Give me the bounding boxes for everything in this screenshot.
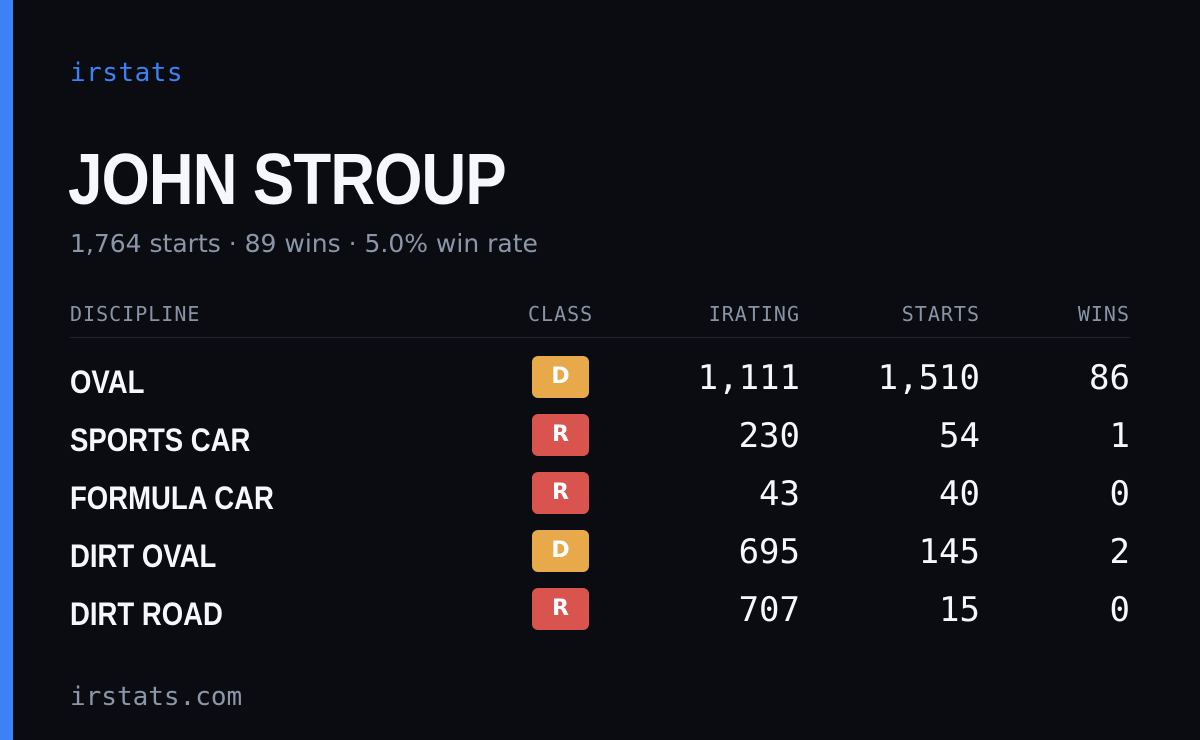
irating-value: 1,111 xyxy=(697,358,800,398)
discipline-label: DIRT ROAD xyxy=(70,596,223,632)
driver-summary: 1,764 starts · 89 wins · 5.0% win rate xyxy=(70,229,538,258)
irating-value: 707 xyxy=(738,590,800,630)
starts-value: 15 xyxy=(939,590,980,630)
irating-value: 230 xyxy=(738,416,800,456)
discipline-label: OVAL xyxy=(70,364,145,400)
table-row: OVAL D 1,111 1,510 86 xyxy=(70,354,1130,412)
starts-value: 40 xyxy=(939,474,980,514)
discipline-label: FORMULA CAR xyxy=(70,480,274,516)
header-starts: STARTS xyxy=(901,302,980,326)
irating-value: 695 xyxy=(738,532,800,572)
wins-value: 0 xyxy=(1109,474,1130,514)
table-header: DISCIPLINE CLASS IRATING STARTS WINS xyxy=(70,300,1130,338)
class-badge: D xyxy=(532,356,589,398)
starts-value: 1,510 xyxy=(877,358,980,398)
footer-url: irstats.com xyxy=(70,682,243,712)
accent-bar xyxy=(0,0,13,740)
header-wins: WINS xyxy=(1077,302,1130,326)
header-irating: IRATING xyxy=(708,302,800,326)
class-badge: R xyxy=(532,588,589,630)
class-badge: R xyxy=(532,414,589,456)
starts-value: 145 xyxy=(918,532,980,572)
irating-value: 43 xyxy=(759,474,800,514)
wins-value: 0 xyxy=(1109,590,1130,630)
class-badge: R xyxy=(532,472,589,514)
header-class: CLASS xyxy=(528,302,594,326)
discipline-label: DIRT OVAL xyxy=(70,538,217,574)
table-row: DIRT ROAD R 707 15 0 xyxy=(70,586,1130,644)
stats-table: DISCIPLINE CLASS IRATING STARTS WINS OVA… xyxy=(70,300,1130,644)
table-body: OVAL D 1,111 1,510 86 SPORTS CAR R 230 5… xyxy=(70,338,1130,644)
driver-name: JOHN STROUP xyxy=(68,140,507,220)
table-row: FORMULA CAR R 43 40 0 xyxy=(70,470,1130,528)
wins-value: 1 xyxy=(1109,416,1130,456)
starts-value: 54 xyxy=(939,416,980,456)
table-row: SPORTS CAR R 230 54 1 xyxy=(70,412,1130,470)
table-row: DIRT OVAL D 695 145 2 xyxy=(70,528,1130,586)
wins-value: 86 xyxy=(1089,358,1130,398)
wins-value: 2 xyxy=(1109,532,1130,572)
brand-logo-text: irstats xyxy=(70,58,184,88)
header-discipline: DISCIPLINE xyxy=(70,302,201,326)
discipline-label: SPORTS CAR xyxy=(70,422,251,458)
class-badge: D xyxy=(532,530,589,572)
